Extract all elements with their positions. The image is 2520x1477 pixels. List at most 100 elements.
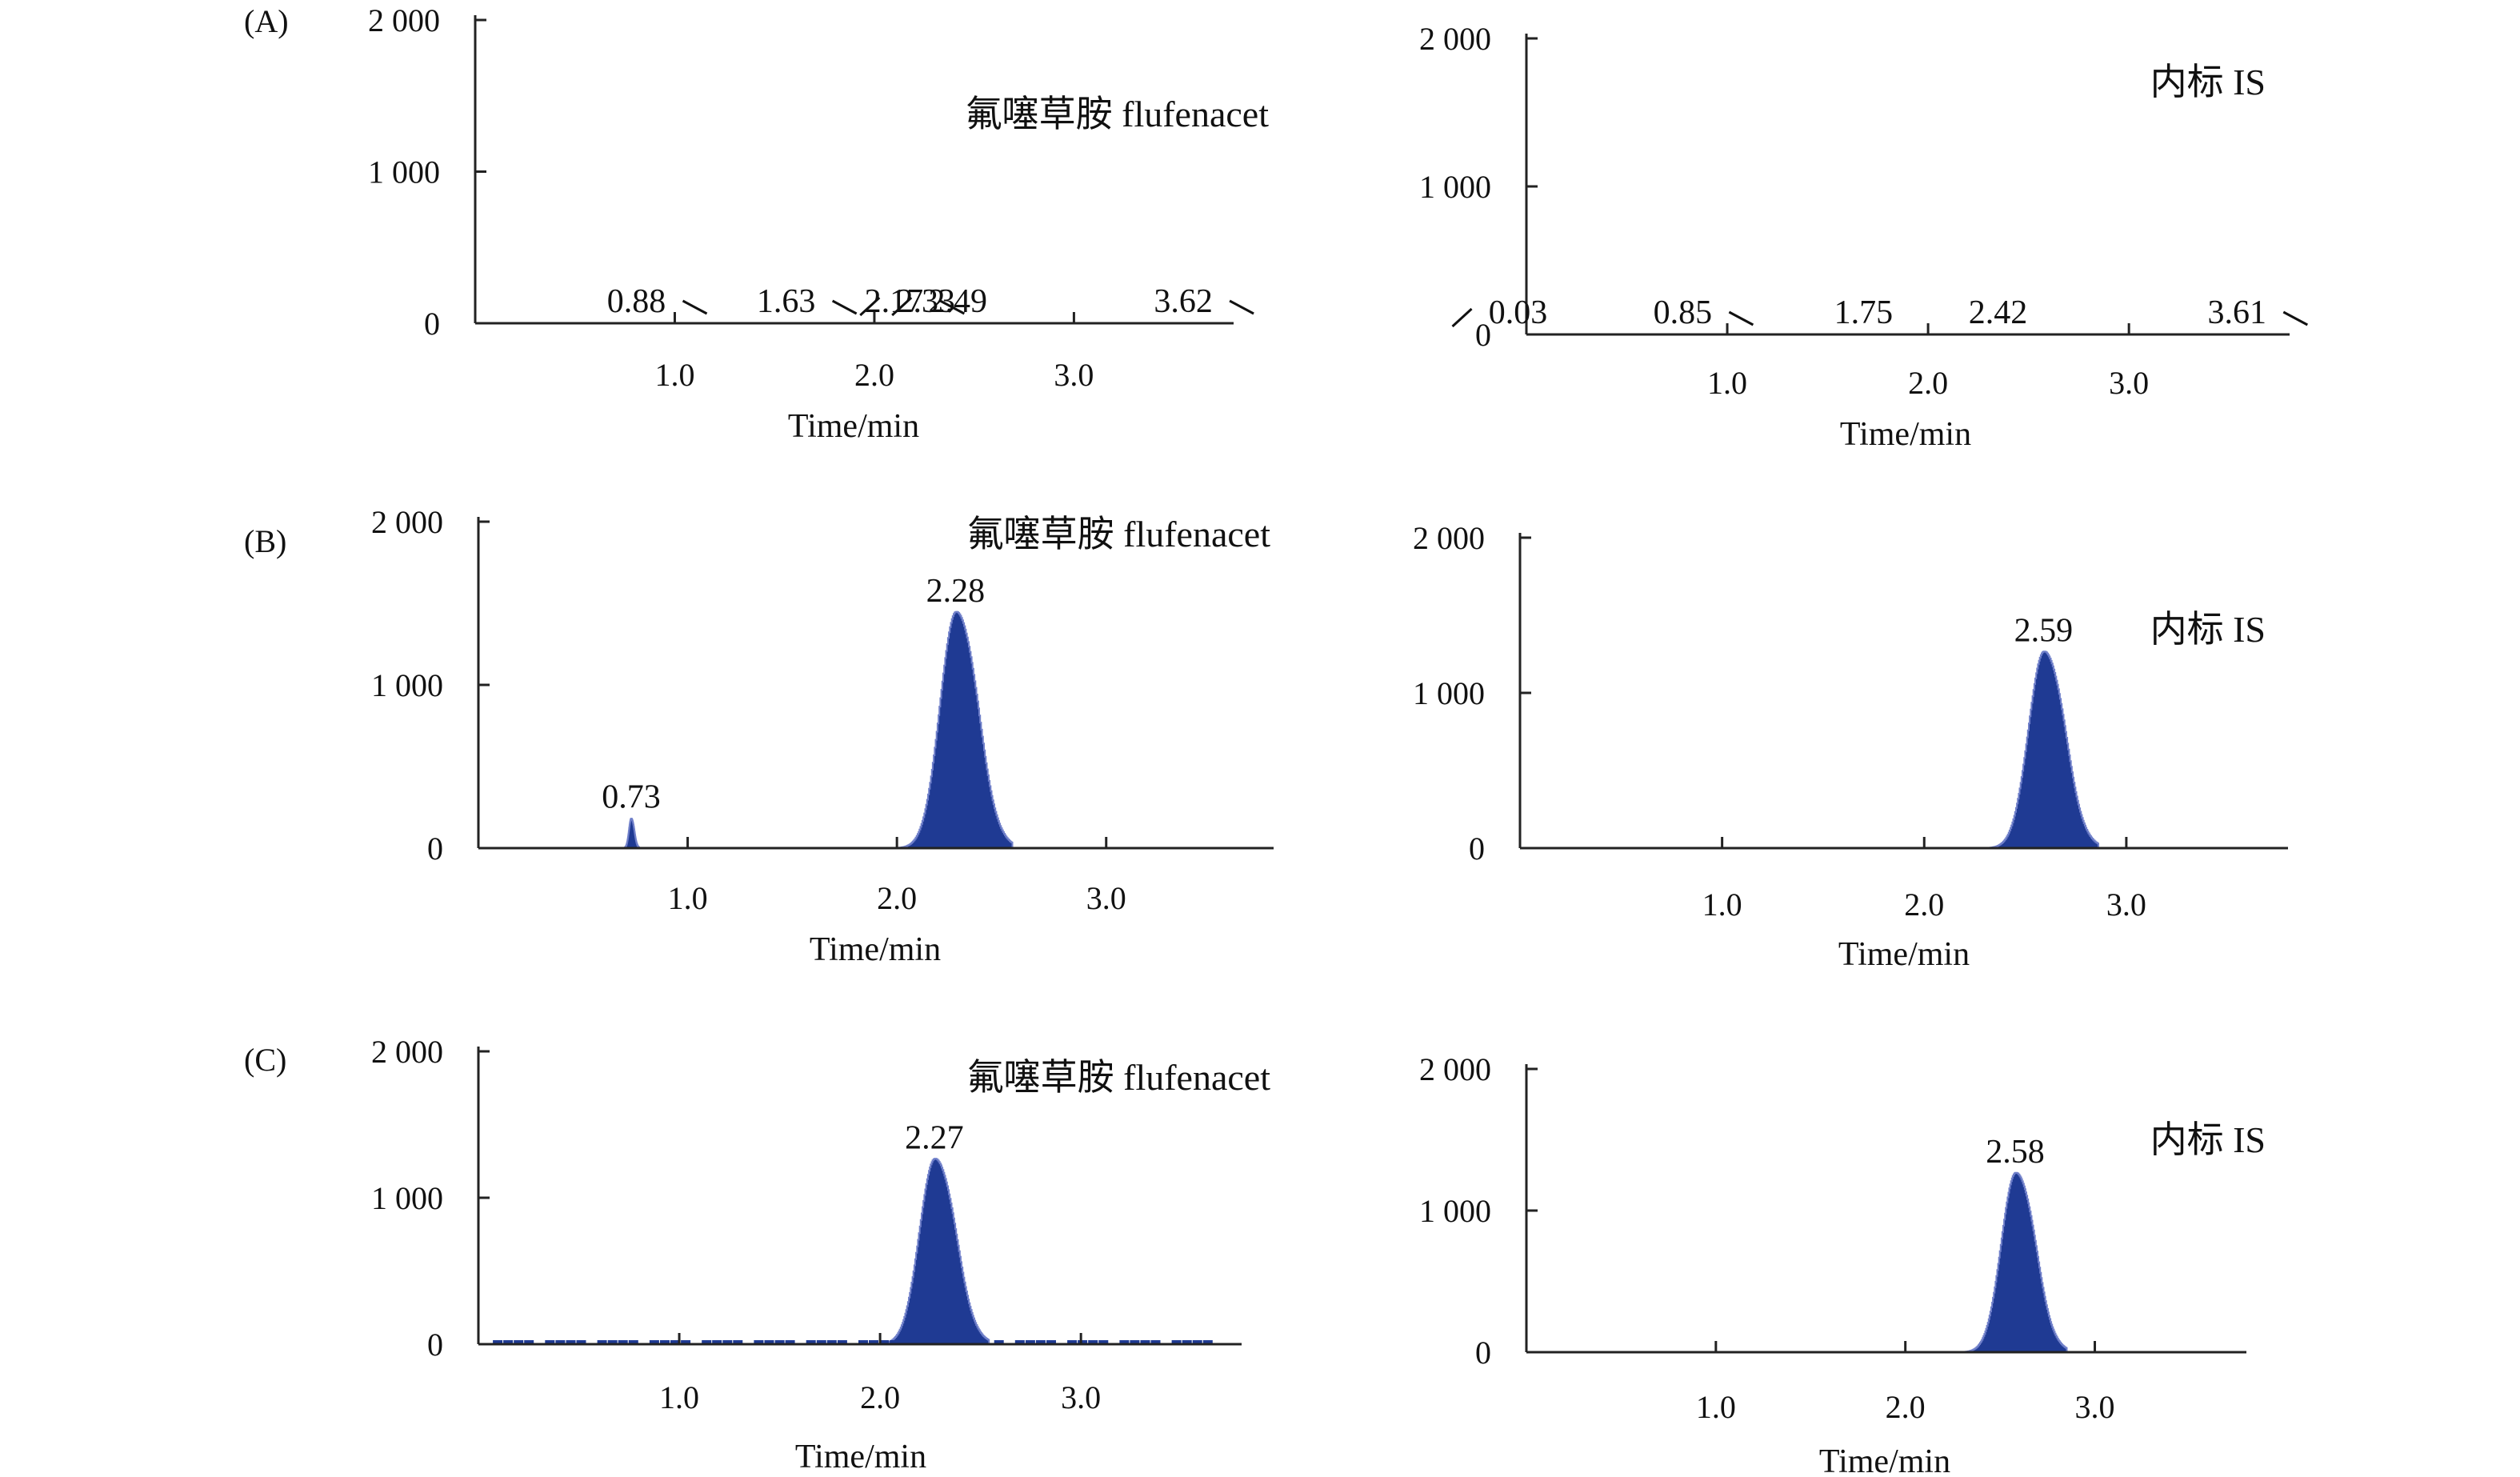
x-tick-label: 3.0 [1054, 357, 1094, 393]
noise-mark [649, 1340, 659, 1344]
noise-mark [576, 1340, 586, 1344]
noise-mark [890, 1340, 900, 1344]
noise-mark [837, 1340, 847, 1344]
noise-mark [1150, 1340, 1161, 1344]
x-axis-title: Time/min [810, 931, 941, 968]
compound-label: 氟噻草胺 flufenacet [966, 94, 1270, 134]
noise-mark [733, 1340, 743, 1344]
noise-mark [681, 1340, 691, 1344]
noise-mark [1182, 1340, 1192, 1344]
chromatogram-panel-A-left: 0 1 000 2 000 1.0 2.0 3.0 Time/min 氟噻草胺 flufena… [244, 2, 1269, 445]
x-axis-title: Time/min [1819, 1443, 1950, 1477]
y-tick-label: 1 000 [371, 1180, 443, 1216]
panel-letter: (C) [244, 1042, 286, 1078]
retention-time-label: 2.49 [928, 283, 987, 320]
x-tick-label: 2.0 [860, 1379, 900, 1415]
y-tick-label: 2 000 [1419, 21, 1491, 57]
label-leader [859, 296, 881, 317]
noise-mark [1035, 1340, 1046, 1344]
y-tick-label: 1 000 [1419, 169, 1491, 205]
noise-mark [1202, 1340, 1213, 1344]
x-axis-title: Time/min [788, 408, 919, 445]
noise-mark [503, 1340, 514, 1344]
compound-label: 氟噻草胺 flufenacet [967, 514, 1271, 554]
noise-mark [618, 1340, 628, 1344]
noise-mark [754, 1340, 764, 1344]
noise-mark [555, 1340, 566, 1344]
label-leader [1728, 310, 1754, 326]
noise-mark [806, 1340, 816, 1344]
noise-mark [670, 1340, 680, 1344]
noise-mark [514, 1340, 524, 1344]
retention-time-label: 2.28 [926, 573, 986, 610]
x-tick-label: 2.0 [877, 880, 917, 916]
noise-mark [607, 1340, 618, 1344]
x-axis-title: Time/min [795, 1439, 926, 1475]
panel-letter: (B) [244, 523, 286, 559]
retention-time-label: 0.88 [607, 283, 666, 320]
noise-mark [722, 1340, 733, 1344]
noise-mark [879, 1340, 890, 1344]
x-axis-title: Time/min [1840, 416, 1971, 453]
y-tick-label: 1 000 [1419, 1193, 1491, 1229]
retention-time-label: 1.63 [757, 283, 816, 320]
y-tick-label: 0 [424, 306, 440, 342]
label-leader [1451, 307, 1473, 328]
x-tick-label: 1.0 [1702, 887, 1742, 923]
x-tick-label: 1.0 [659, 1379, 699, 1415]
noise-mark [1192, 1340, 1202, 1344]
chromatogram-panel-A-right: 0 1 000 2 000 1.0 2.0 3.0 Time/min 内标 IS 0.03 0.8… [1419, 21, 2309, 453]
y-tick-label: 2 000 [1419, 1051, 1491, 1087]
x-tick-label: 3.0 [1086, 880, 1126, 916]
x-tick-label: 3.0 [2109, 365, 2149, 401]
x-tick-label: 1.0 [668, 880, 708, 916]
noise-mark [628, 1340, 638, 1344]
retention-time-label: 3.62 [1154, 283, 1213, 320]
chromatogram-peak [878, 1158, 990, 1345]
noise-mark [774, 1340, 785, 1344]
x-tick-label: 2.0 [1904, 887, 1944, 923]
retention-time-label: 0.73 [602, 779, 661, 815]
noise-mark [1025, 1340, 1035, 1344]
noise-mark [712, 1340, 722, 1344]
retention-time-label: 2.27 [905, 1119, 964, 1156]
noise-mark [785, 1340, 795, 1344]
x-tick-label: 2.0 [854, 357, 894, 393]
chromatogram-peak [622, 818, 640, 849]
y-tick-label: 0 [1469, 831, 1485, 867]
compound-label: 内标 IS [2150, 1119, 2266, 1160]
y-tick-label: 2 000 [1413, 520, 1485, 556]
noise-mark [545, 1340, 555, 1344]
compound-label: 内标 IS [2150, 62, 2266, 102]
compound-label: 内标 IS [2150, 609, 2266, 650]
x-tick-label: 1.0 [1707, 365, 1747, 401]
noise-mark [597, 1340, 607, 1344]
y-tick-label: 1 000 [368, 154, 440, 190]
y-tick-label: 2 000 [371, 1034, 443, 1070]
label-leader [682, 299, 708, 315]
retention-time-label: 1.75 [1834, 294, 1894, 331]
x-axis-title: Time/min [1838, 936, 1970, 973]
chromatogram-panel-B-right: 0 1 000 2 000 1.0 2.0 3.0 Time/min 内标 IS 2.59 [1413, 520, 2288, 973]
noise-mark [1119, 1340, 1130, 1344]
x-tick-label: 2.0 [1886, 1389, 1926, 1425]
chromatogram-peak [898, 610, 1014, 849]
label-leader [891, 296, 913, 317]
noise-mark [858, 1340, 868, 1344]
noise-mark [1130, 1340, 1140, 1344]
noise-mark [702, 1340, 712, 1344]
noise-mark [1078, 1340, 1088, 1344]
retention-time-label: 0.85 [1654, 294, 1713, 331]
x-tick-label: 3.0 [2106, 887, 2146, 923]
y-tick-label: 1 000 [1413, 675, 1485, 711]
retention-time-label: 2.59 [2014, 613, 2074, 650]
label-leader [939, 299, 966, 315]
chromatogram-panel-C-right: 0 1 000 2 000 1.0 2.0 3.0 Time/min 内标 IS 2.58 [1419, 1051, 2266, 1477]
noise-mark [493, 1340, 503, 1344]
y-tick-label: 0 [1475, 1335, 1491, 1371]
noise-mark [1088, 1340, 1098, 1344]
chromatogram-peak [1987, 650, 2099, 849]
x-tick-label: 3.0 [2075, 1389, 2115, 1425]
chromatogram-panel-C-left: 0 1 000 2 000 1.0 2.0 3.0 Time/min 氟噻草胺 flufena… [244, 1034, 1270, 1475]
